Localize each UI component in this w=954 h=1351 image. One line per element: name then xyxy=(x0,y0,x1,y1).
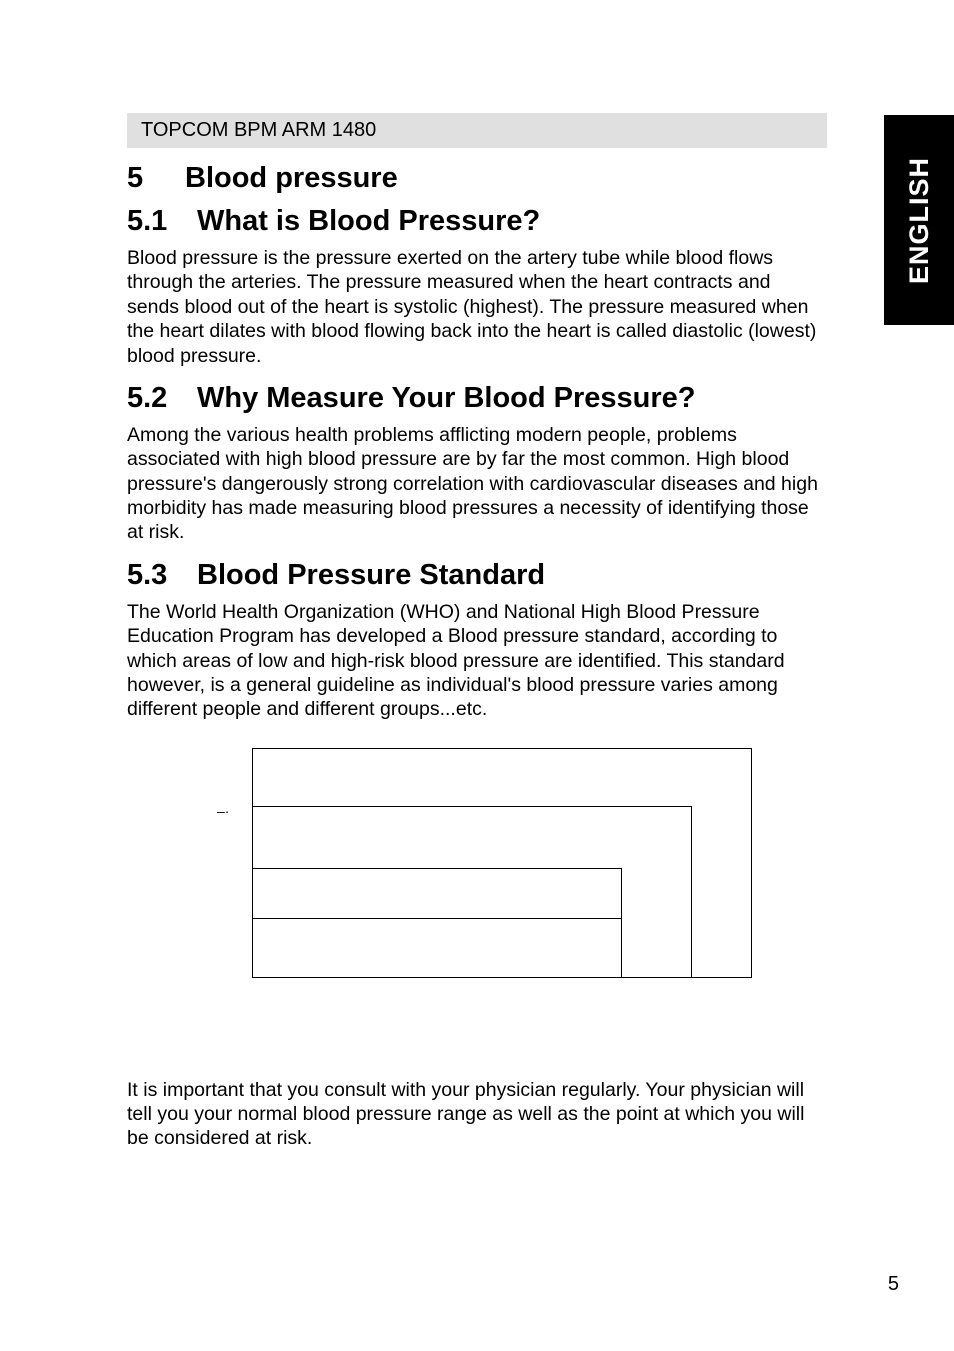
subsection-heading-1: 5.1What is Blood Pressure? xyxy=(127,205,827,238)
subsection-title-2: Why Measure Your Blood Pressure? xyxy=(197,382,696,414)
subsection-number-3: 5.3 xyxy=(127,559,197,592)
product-name: TOPCOM BPM ARM 1480 xyxy=(141,119,376,141)
product-header-bar: TOPCOM BPM ARM 1480 xyxy=(127,113,827,148)
page-number: 5 xyxy=(888,1273,899,1296)
subsection-heading-3: 5.3Blood Pressure Standard xyxy=(127,559,827,592)
subsection-body-2: Among the various health problems afflic… xyxy=(127,423,827,545)
chart-box-inner-top xyxy=(252,868,622,918)
subsection-heading-2: 5.2Why Measure Your Blood Pressure? xyxy=(127,382,827,415)
subsection-body-1: Blood pressure is the pressure exerted o… xyxy=(127,246,827,368)
page-content: TOPCOM BPM ARM 1480 5Blood pressure 5.1W… xyxy=(127,113,827,1165)
language-label: ENGLISH xyxy=(904,156,935,283)
subsection-body-3: The World Health Organization (WHO) and … xyxy=(127,600,827,722)
language-tab: ENGLISH xyxy=(884,115,954,325)
chart-axis-mark: –· xyxy=(217,803,229,819)
subsection-number-2: 5.2 xyxy=(127,382,197,415)
section-number: 5 xyxy=(127,162,185,195)
chart-box-inner-bottom xyxy=(252,918,622,978)
bp-standard-chart: –· xyxy=(212,748,752,1008)
subsection-title-3: Blood Pressure Standard xyxy=(197,559,545,591)
subsection-title-1: What is Blood Pressure? xyxy=(197,205,540,237)
footer-paragraph: It is important that you consult with yo… xyxy=(127,1078,827,1151)
section-heading: 5Blood pressure xyxy=(127,162,827,195)
section-title: Blood pressure xyxy=(185,162,398,194)
subsection-number-1: 5.1 xyxy=(127,205,197,238)
